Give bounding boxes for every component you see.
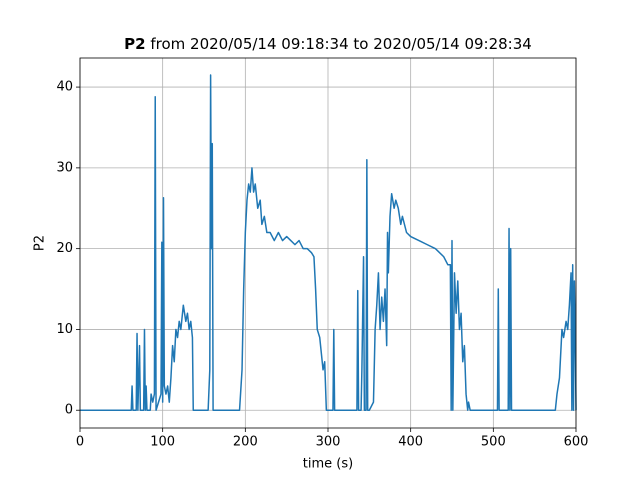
x-tick-label: 100 xyxy=(150,435,175,450)
x-axis-label: time (s) xyxy=(303,457,353,472)
y-axis-label: P2 xyxy=(33,235,48,251)
x-tick-label: 0 xyxy=(76,435,84,450)
title-name: P2 xyxy=(124,35,145,53)
x-tick-label: 600 xyxy=(564,435,589,450)
y-tick-label: 20 xyxy=(56,241,73,256)
title-range: from 2020/05/14 09:18:34 to 2020/05/14 0… xyxy=(150,35,531,53)
plot-frame xyxy=(79,57,577,429)
x-tick-label: 300 xyxy=(316,435,341,450)
x-tick-label: 500 xyxy=(481,435,506,450)
x-tick-label: 400 xyxy=(398,435,423,450)
y-tick-label: 30 xyxy=(56,160,73,175)
x-tick-label: 200 xyxy=(233,435,258,450)
data-line xyxy=(80,74,577,411)
chart-title: P2 from 2020/05/14 09:18:34 to 2020/05/1… xyxy=(124,35,532,53)
y-tick-label: 0 xyxy=(65,403,73,418)
y-tick-label: 10 xyxy=(56,322,73,337)
y-tick-label: 40 xyxy=(56,80,73,95)
